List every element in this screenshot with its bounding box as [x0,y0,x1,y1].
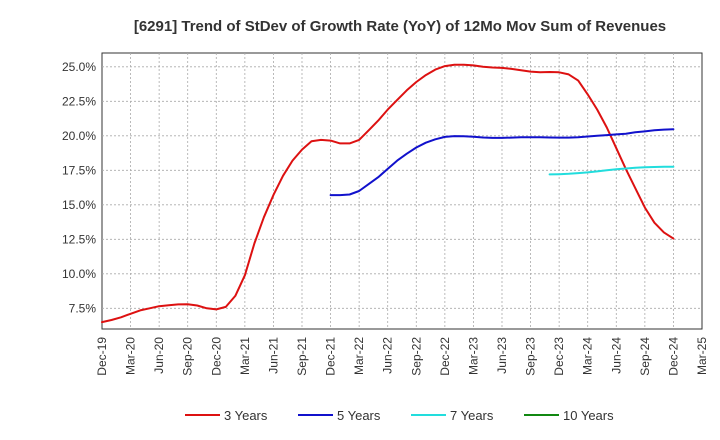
series-line-7-years [548,165,675,176]
x-tick-label: Dec-19 [95,337,109,376]
plot-area [101,52,703,330]
x-tick-label: Dec-20 [209,337,223,376]
x-tick-label: Sep-21 [295,337,309,376]
y-tick-label: 7.5% [69,301,97,315]
x-tick-label: Dec-24 [666,337,680,376]
x-tick-label: Jun-22 [381,337,395,374]
x-axis-ticks: Dec-19 Mar-20 Jun-20 Sep-20 Dec-20 Mar-21 Jun-… [95,337,709,376]
x-tick-label: Mar-24 [581,337,595,375]
x-tick-label: Sep-20 [181,337,195,376]
x-tick-label: Sep-22 [409,337,423,376]
legend-label: 3 Years [224,408,268,423]
x-tick-label: Jun-21 [266,337,280,374]
series-line-5-years [329,128,675,197]
x-tick-label: Dec-21 [324,337,338,376]
x-tick-label: Dec-23 [552,337,566,376]
series-line-3-years [101,63,675,324]
legend: 3 Years 5 Years 7 Years 10 Years [185,408,614,423]
legend-label: 7 Years [450,408,494,423]
x-tick-label: Dec-22 [438,337,452,376]
x-tick-label: Mar-25 [695,337,709,375]
x-tick-label: Mar-22 [352,337,366,375]
x-tick-label: Mar-23 [466,337,480,375]
x-tick-label: Sep-24 [638,337,652,376]
y-axis-ticks: 7.5% 10.0% 12.5% 15.0% 17.5% 20.0% 22.5% 25.0% [62,60,96,315]
y-tick-label: 17.5% [62,163,96,177]
series-layer [101,63,675,324]
legend-label: 5 Years [337,408,381,423]
x-tick-label: Sep-23 [524,337,538,376]
y-tick-label: 10.0% [62,267,96,281]
x-tick-label: Mar-20 [124,337,138,375]
y-tick-label: 12.5% [62,232,96,246]
chart-title: [6291] Trend of StDev of Growth Rate (Yo… [134,18,666,35]
x-tick-label: Mar-21 [238,337,252,375]
legend-label: 10 Years [563,408,614,423]
x-tick-label: Jun-24 [609,337,623,374]
y-tick-label: 20.0% [62,129,96,143]
x-tick-label: Jun-20 [152,337,166,374]
y-tick-label: 15.0% [62,198,96,212]
y-tick-label: 22.5% [62,94,96,108]
x-tick-label: Jun-23 [495,337,509,374]
y-tick-label: 25.0% [62,60,96,74]
